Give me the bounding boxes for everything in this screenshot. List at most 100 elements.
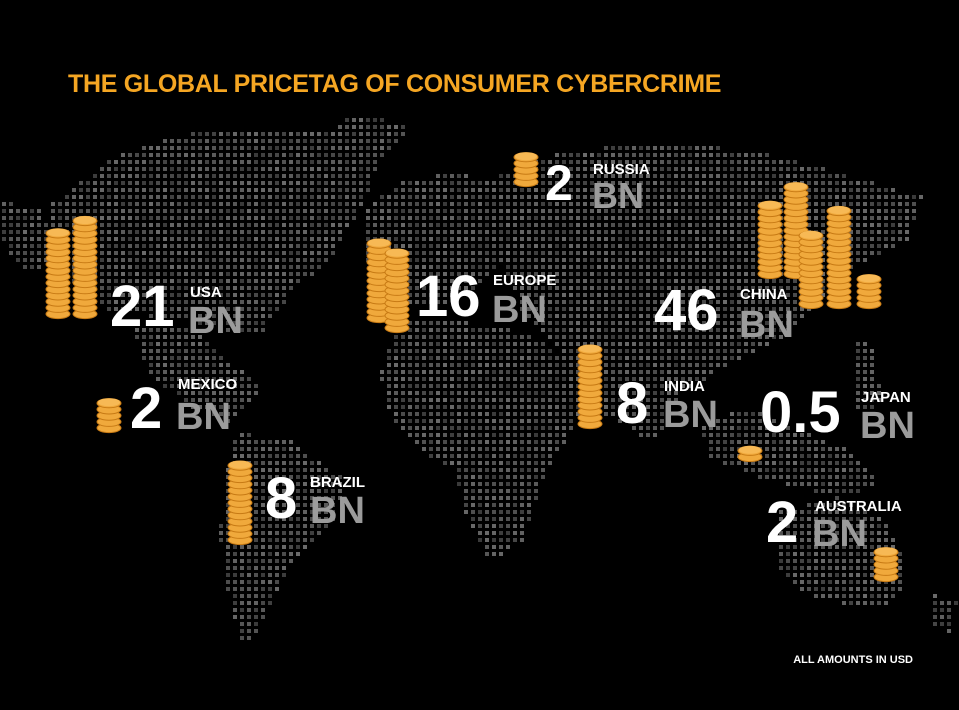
map-dot bbox=[730, 314, 734, 318]
map-dot bbox=[667, 237, 671, 241]
map-dot bbox=[429, 384, 433, 388]
map-dot bbox=[513, 223, 517, 227]
map-dot bbox=[548, 251, 552, 255]
map-dot bbox=[100, 230, 104, 234]
map-dot bbox=[485, 377, 489, 381]
map-dot bbox=[457, 447, 461, 451]
map-dot bbox=[646, 398, 650, 402]
map-dot bbox=[646, 426, 650, 430]
map-dot bbox=[401, 426, 405, 430]
map-dot bbox=[520, 188, 524, 192]
map-dot bbox=[177, 272, 181, 276]
map-dot bbox=[562, 279, 566, 283]
map-dot bbox=[723, 440, 727, 444]
map-dot bbox=[93, 174, 97, 178]
map-dot bbox=[359, 188, 363, 192]
map-dot bbox=[492, 524, 496, 528]
map-dot bbox=[450, 223, 454, 227]
map-dot bbox=[135, 160, 139, 164]
map-dot bbox=[653, 181, 657, 185]
map-dot bbox=[870, 188, 874, 192]
map-dot bbox=[842, 468, 846, 472]
map-dot bbox=[184, 307, 188, 311]
map-dot bbox=[156, 146, 160, 150]
map-dot bbox=[345, 160, 349, 164]
map-dot bbox=[254, 482, 258, 486]
map-dot bbox=[226, 216, 230, 220]
map-dot bbox=[408, 237, 412, 241]
map-dot bbox=[457, 293, 461, 297]
map-dot bbox=[541, 391, 545, 395]
map-dot bbox=[450, 328, 454, 332]
map-dot bbox=[709, 342, 713, 346]
map-dot bbox=[541, 405, 545, 409]
map-dot bbox=[527, 454, 531, 458]
map-dot bbox=[443, 230, 447, 234]
map-dot bbox=[380, 125, 384, 129]
map-dot bbox=[744, 230, 748, 234]
map-dot bbox=[541, 202, 545, 206]
map-dot bbox=[660, 174, 664, 178]
map-dot bbox=[324, 237, 328, 241]
map-dot bbox=[310, 160, 314, 164]
map-dot bbox=[555, 279, 559, 283]
map-dot bbox=[709, 272, 713, 276]
map-dot bbox=[324, 510, 328, 514]
map-dot bbox=[695, 335, 699, 339]
map-dot bbox=[688, 251, 692, 255]
map-dot bbox=[240, 384, 244, 388]
map-dot bbox=[275, 279, 279, 283]
map-dot bbox=[478, 517, 482, 521]
map-dot bbox=[464, 223, 468, 227]
map-dot bbox=[653, 377, 657, 381]
map-dot bbox=[289, 489, 293, 493]
map-dot bbox=[527, 188, 531, 192]
map-dot bbox=[779, 174, 783, 178]
map-dot bbox=[534, 342, 538, 346]
map-dot bbox=[513, 265, 517, 269]
map-dot bbox=[387, 356, 391, 360]
map-dot bbox=[163, 244, 167, 248]
map-dot bbox=[807, 580, 811, 584]
map-dot bbox=[681, 335, 685, 339]
map-dot bbox=[282, 503, 286, 507]
map-dot bbox=[338, 475, 342, 479]
map-dot bbox=[471, 426, 475, 430]
map-dot bbox=[849, 559, 853, 563]
map-dot bbox=[226, 573, 230, 577]
map-dot bbox=[506, 384, 510, 388]
map-dot bbox=[401, 216, 405, 220]
map-dot bbox=[471, 209, 475, 213]
map-dot bbox=[730, 461, 734, 465]
map-dot bbox=[625, 251, 629, 255]
map-dot bbox=[814, 587, 818, 591]
map-dot bbox=[394, 342, 398, 346]
map-dot bbox=[555, 167, 559, 171]
map-dot bbox=[219, 398, 223, 402]
map-dot bbox=[639, 237, 643, 241]
map-dot bbox=[800, 174, 804, 178]
map-dot bbox=[422, 349, 426, 353]
map-dot bbox=[716, 328, 720, 332]
map-dot bbox=[723, 209, 727, 213]
map-dot bbox=[779, 447, 783, 451]
map-dot bbox=[268, 552, 272, 556]
map-dot bbox=[709, 188, 713, 192]
map-dot bbox=[695, 251, 699, 255]
map-dot bbox=[408, 209, 412, 213]
map-dot bbox=[219, 293, 223, 297]
map-dot bbox=[177, 244, 181, 248]
map-dot bbox=[478, 538, 482, 542]
map-dot bbox=[478, 510, 482, 514]
map-dot bbox=[352, 160, 356, 164]
map-dot bbox=[317, 496, 321, 500]
map-dot bbox=[478, 468, 482, 472]
map-dot bbox=[870, 370, 874, 374]
map-dot bbox=[660, 279, 664, 283]
map-dot bbox=[436, 412, 440, 416]
map-dot bbox=[212, 377, 216, 381]
map-dot bbox=[135, 335, 139, 339]
map-dot bbox=[856, 538, 860, 542]
map-dot bbox=[254, 552, 258, 556]
map-dot bbox=[723, 174, 727, 178]
